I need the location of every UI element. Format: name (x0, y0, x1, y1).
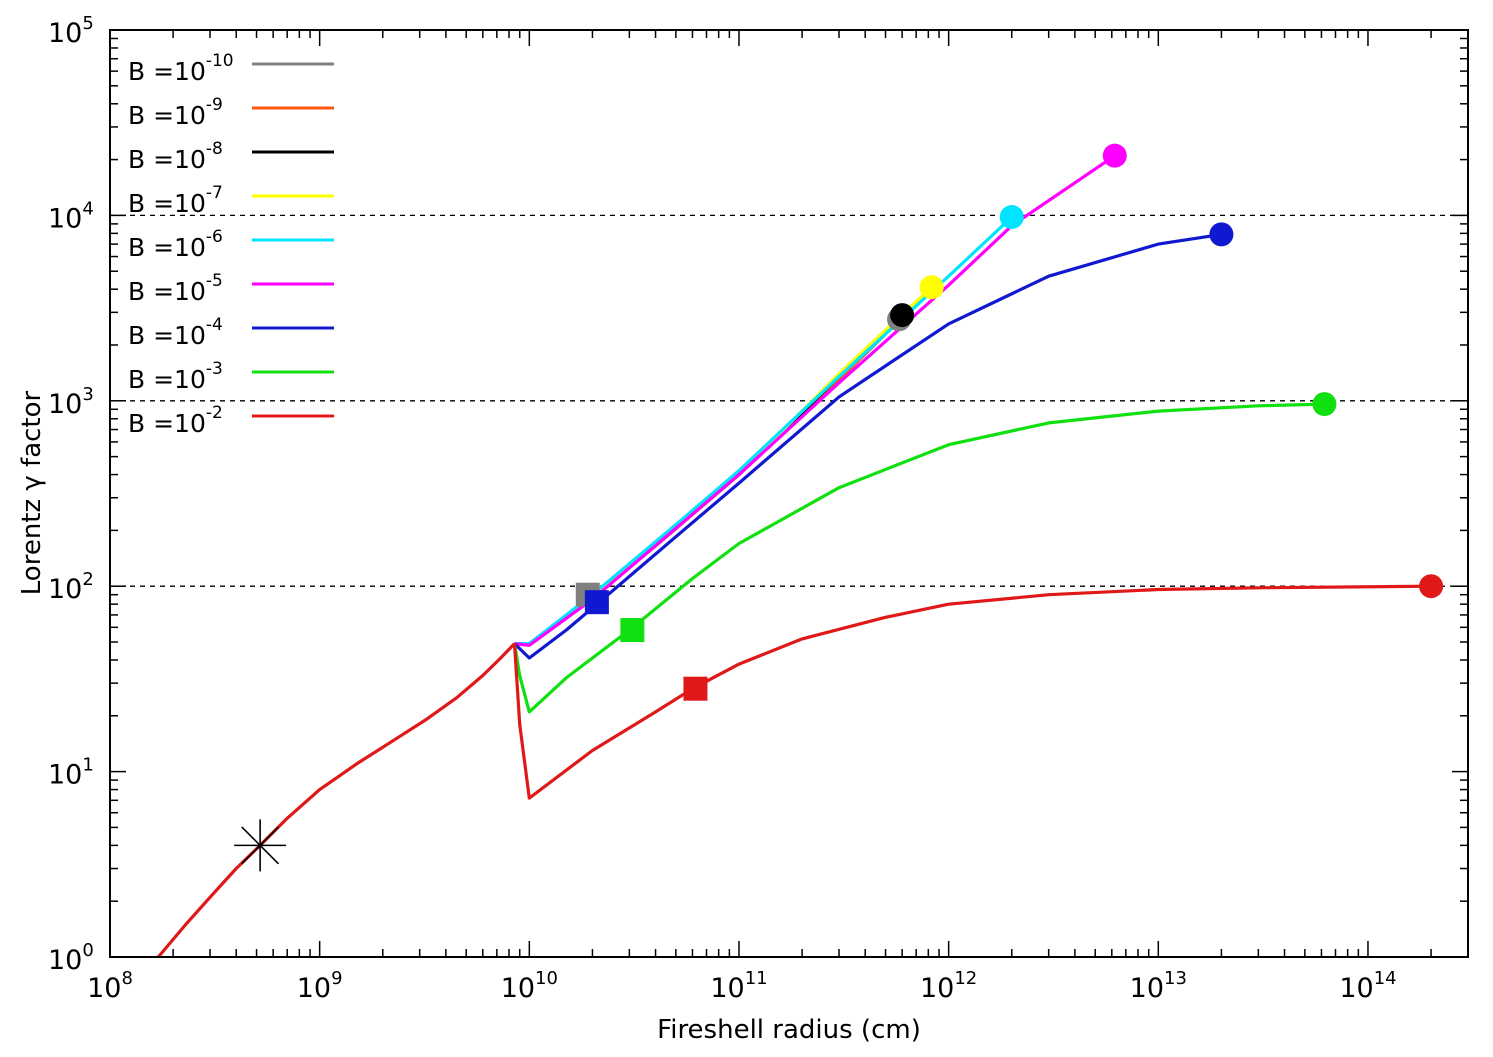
common-curve (157, 642, 516, 959)
legend-label-4: B =10-6 (128, 227, 223, 262)
square-marker-7 (620, 618, 645, 643)
y-tick-label-3: 103 (48, 384, 94, 420)
legend-label-8: B =10-2 (128, 403, 223, 438)
series-line-7 (512, 402, 1325, 714)
legend-label-7: B =10-3 (128, 359, 223, 394)
star-marker (234, 819, 287, 872)
legend-label-1: B =10-9 (128, 95, 223, 130)
circle-marker-2 (890, 303, 915, 328)
circle-marker-8 (1419, 574, 1444, 599)
plot-frame (109, 29, 1469, 958)
x-tick-label-0: 108 (87, 968, 133, 1004)
axis-ticks (109, 30, 1469, 958)
circle-marker-3 (919, 275, 944, 300)
circle-marker-6 (1209, 222, 1234, 247)
series-lines (157, 154, 1432, 959)
x-tick-label-3: 1011 (710, 968, 767, 1004)
series-line-0 (514, 319, 901, 646)
legend: B =10-10 B =10-9 B =10-8 B =10-7 B =10-6 B =1… (128, 51, 334, 438)
series-line-1 (514, 318, 901, 646)
legend-label-6: B =10-4 (128, 315, 223, 350)
x-tick-label-1: 109 (297, 968, 343, 1004)
x-tick-label-5: 1013 (1130, 968, 1187, 1004)
circle-marker-4 (999, 205, 1024, 230)
series-markers (234, 143, 1444, 872)
y-axis-label: Lorentz γ factor (17, 390, 47, 595)
legend-label-3: B =10-7 (128, 183, 223, 218)
x-tick-label-4: 1012 (920, 968, 977, 1004)
y-tick-label-2: 102 (48, 569, 94, 605)
circle-marker-5 (1102, 143, 1127, 168)
circle-marker-7 (1312, 392, 1337, 417)
legend-label-2: B =10-8 (128, 139, 223, 174)
y-tick-label-1: 101 (48, 755, 94, 791)
series-line-5 (514, 154, 1116, 647)
dashed-gridlines (110, 214, 1468, 587)
x-tick-label-2: 1010 (501, 968, 558, 1004)
legend-label-5: B =10-5 (128, 271, 223, 306)
series-line-6 (513, 232, 1222, 660)
series-line-8 (512, 584, 1432, 800)
y-tick-labels: 100 101 102 103 104 105 (48, 13, 94, 976)
square-marker-8 (683, 676, 708, 701)
y-tick-label-4: 104 (48, 198, 94, 234)
x-axis-label: Fireshell radius (cm) (657, 1015, 921, 1045)
series-line-2 (514, 315, 904, 646)
y-tick-label-0: 100 (48, 940, 94, 976)
legend-label-0: B =10-10 (128, 51, 234, 86)
x-tick-label-6: 1014 (1339, 968, 1396, 1004)
x-tick-labels: 108 109 1010 1011 1012 1013 1014 (87, 968, 1397, 1004)
square-marker-6 (584, 590, 609, 615)
y-tick-label-5: 105 (48, 13, 94, 49)
